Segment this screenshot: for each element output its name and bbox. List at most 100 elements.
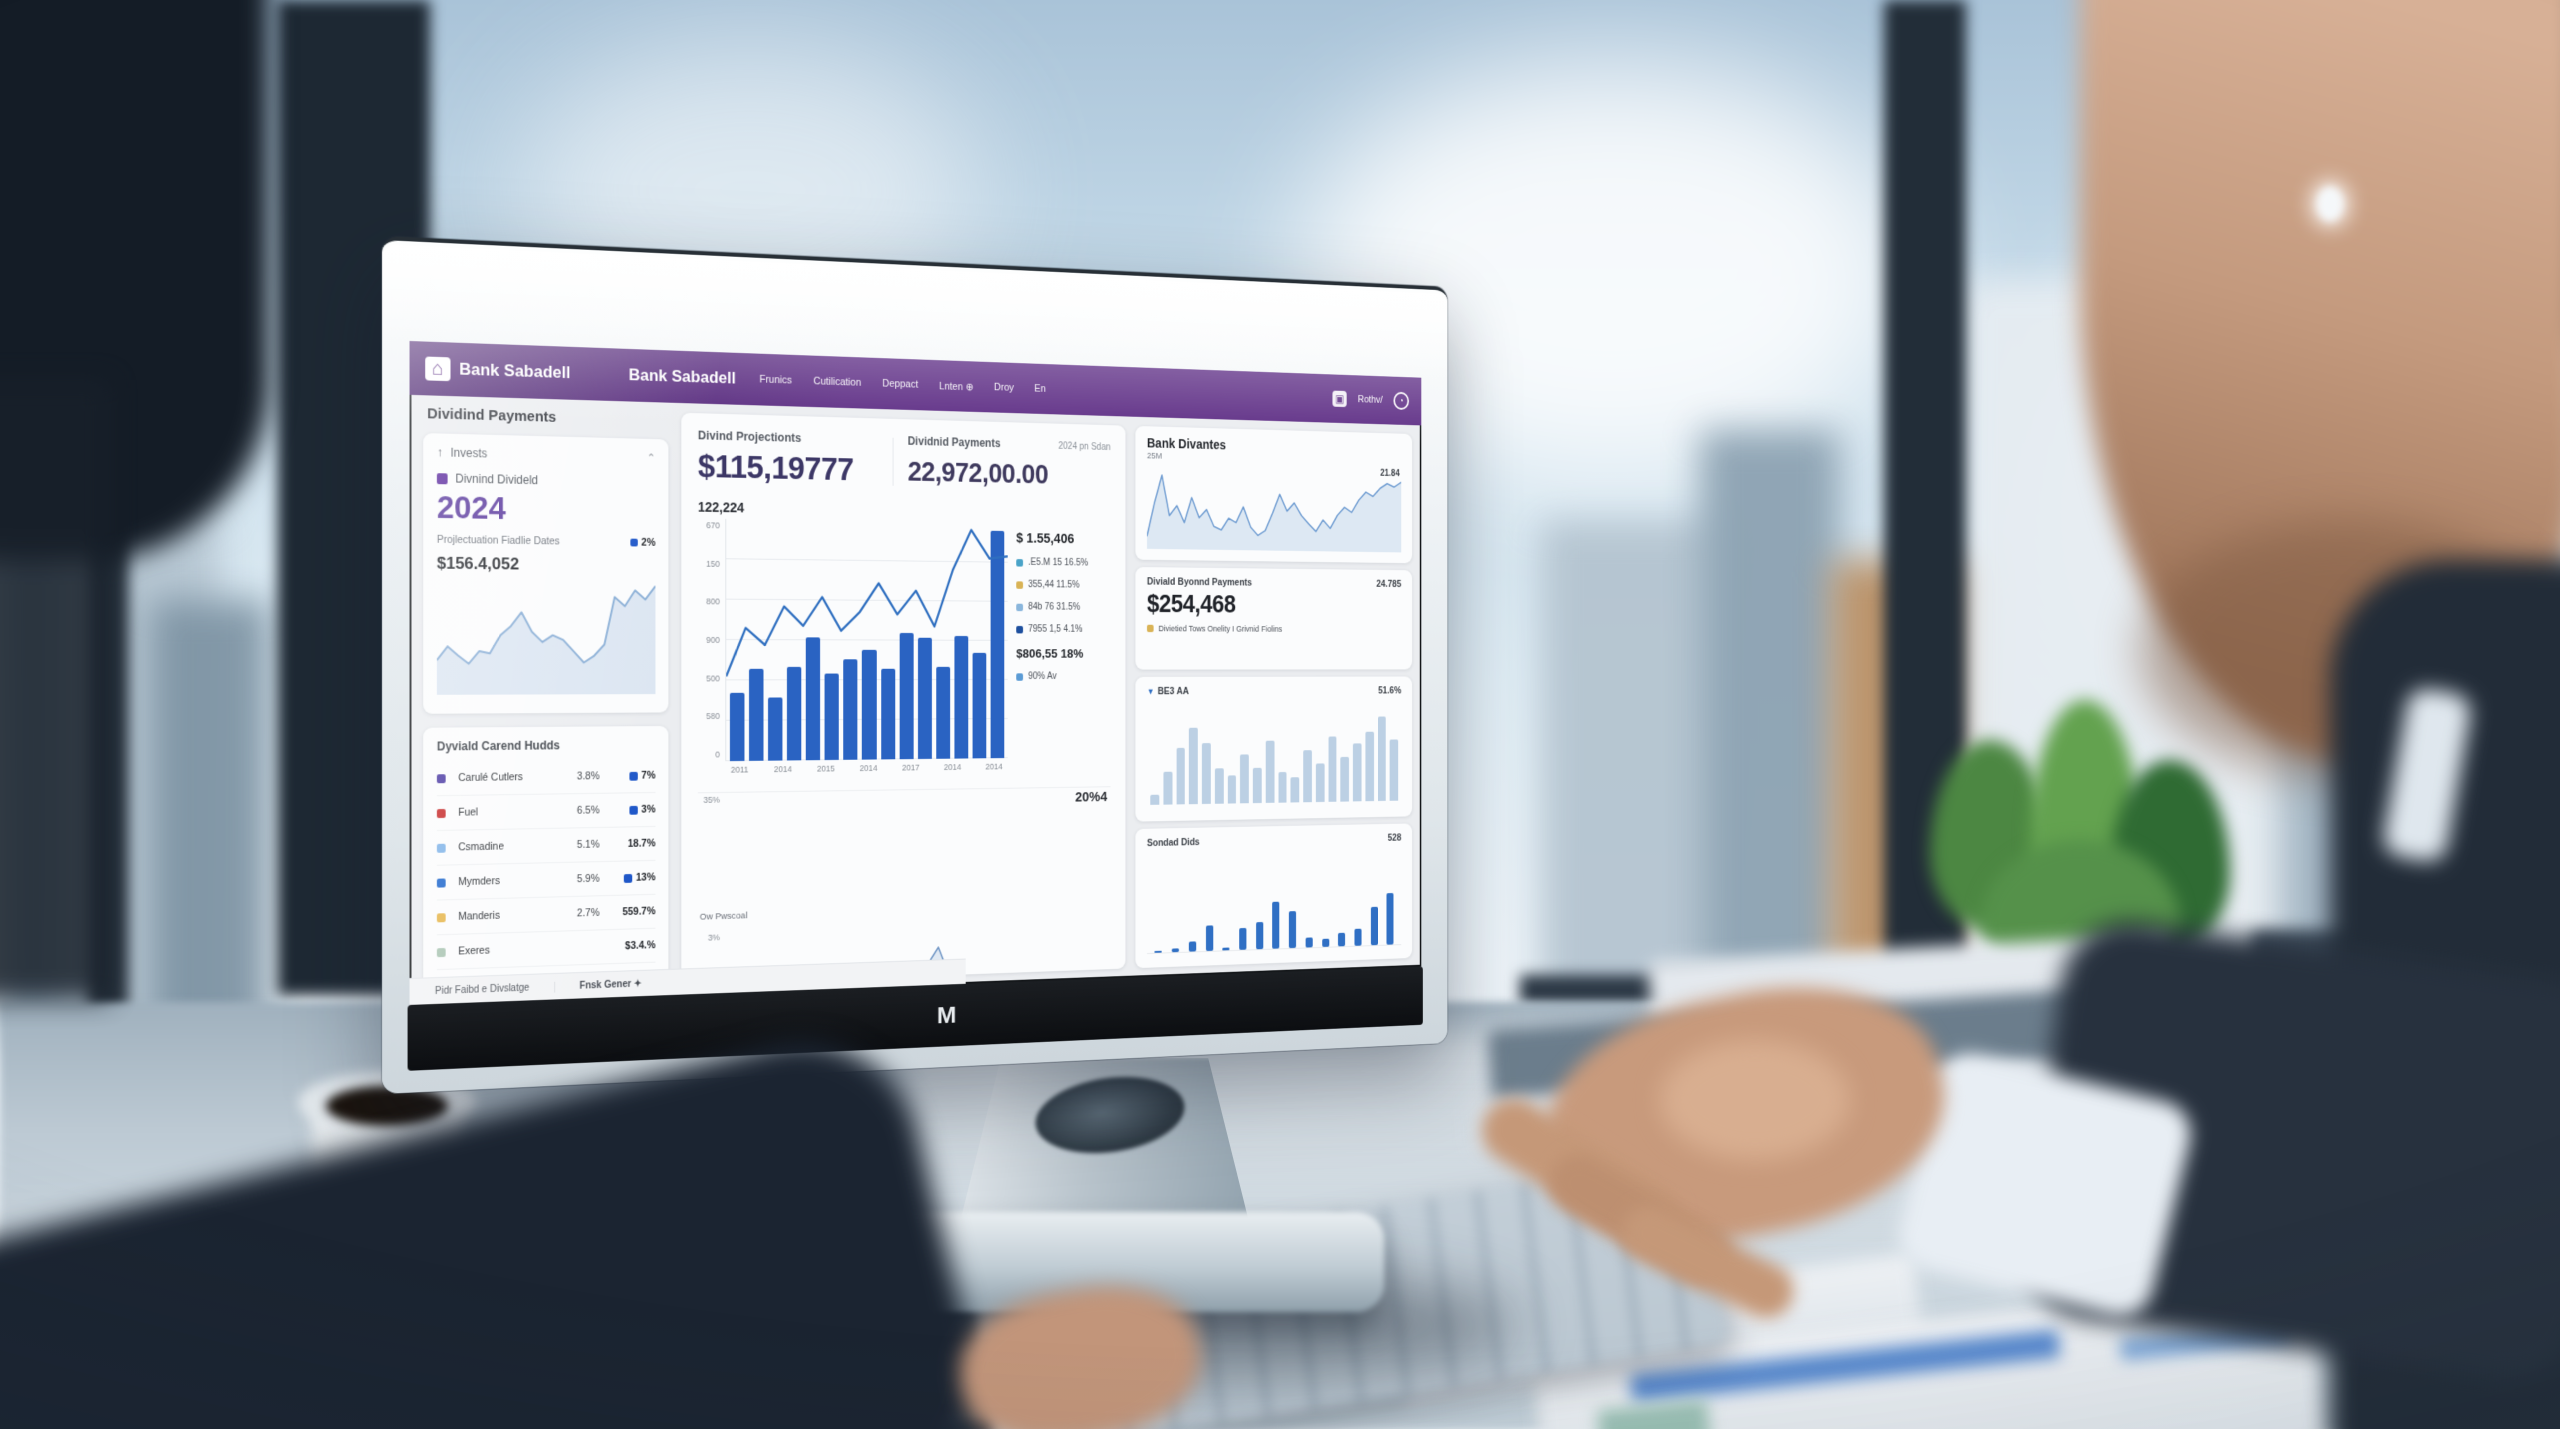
main-chart-row: 670 150 800 900 500 580 0 2011 2014 2015 2014 2017… (698, 518, 1111, 777)
year-value: 2024 (436, 489, 506, 526)
payments-label: Dividnid Payments (907, 434, 1001, 450)
user-label[interactable]: Rothv/ (1357, 394, 1383, 406)
bar (1278, 772, 1287, 803)
x-tick: 2014 (985, 761, 1003, 772)
sidebar-amount: $156.4,052 (436, 553, 520, 574)
payout-area-chart: 35%3%1%0 20%4 Ow Pwscoal (697, 786, 1111, 1005)
legend-label: Carulé Cutlers (458, 771, 523, 784)
legend-value: 5.9% (576, 872, 600, 886)
divantes-value: 21.84 (1380, 468, 1400, 479)
nav-item[interactable]: Frunics (759, 373, 792, 386)
brand-logo-text: Bank Sabadell (459, 359, 571, 383)
brand-logo[interactable]: ⌂ Bank Sabadell (425, 356, 570, 385)
monitor-frame: ⌂ Bank Sabadell Bank Sabadell Frunics Cut… (382, 236, 1448, 1094)
bar (1290, 777, 1300, 803)
sidebar-legend-card: Dyviald Carend Hudds Carulé Cutlers 3.8% 7… (423, 725, 669, 1005)
stats-text: .E5.M 15 16.5% (1028, 557, 1089, 569)
legend-badge-value: 559.7% (622, 905, 656, 919)
invests-label: Invests (450, 445, 488, 461)
rc2-note: Divietied Tows Onelity I Grivnid Fiolins (1146, 624, 1401, 634)
nav-item[interactable]: Lnten ⊕ (939, 380, 974, 393)
rc3-label[interactable]: ▼ BE3 AA (1147, 686, 1189, 697)
stats-row: 355,44 11.5% (1016, 580, 1110, 591)
main-chart-title: 122,224 (697, 499, 745, 516)
bar (1338, 932, 1346, 947)
bar (1352, 743, 1362, 802)
projection-row: Projlectuation Fiadlie Dates 2% (437, 534, 656, 549)
divantes-chart: 21.84 (1146, 465, 1402, 553)
nav-item[interactable]: Droy (994, 381, 1014, 394)
bar-series (1147, 848, 1401, 953)
nav-item[interactable]: Cutilication (813, 375, 862, 389)
rc2-value: 24.785 (1376, 578, 1402, 590)
rc3-label-text: BE3 AA (1157, 685, 1189, 697)
y-tick: 500 (706, 673, 720, 683)
divider (892, 437, 894, 486)
legend-row: Fuel 6.5% 3% (436, 792, 656, 831)
clock-icon[interactable]: ◔ (1393, 391, 1409, 410)
legend-row: Csmadine 5.1% 18.7% (436, 826, 656, 866)
stats-row: 84b 76 31.5% (1016, 602, 1110, 613)
bed-aa-card: ▼ BE3 AA 51.6% (1135, 676, 1413, 822)
bed-aa-chart (1147, 701, 1401, 805)
y-tick: 150 (706, 558, 720, 569)
sondad-chart (1146, 848, 1402, 955)
y-tick: 35% (703, 794, 720, 805)
left-person-body (0, 380, 110, 1000)
legend-value (558, 947, 600, 948)
earring (2316, 186, 2344, 222)
y-tick: 580 (706, 711, 720, 722)
rc4-value: 528 (1387, 832, 1402, 844)
bar (1154, 950, 1163, 953)
plot-area (725, 518, 1008, 762)
area-annotation: 20%4 (1075, 789, 1108, 806)
footer-tab[interactable]: Fnsk Gener ✦ (579, 978, 642, 992)
page-title: Dividind Payments (427, 405, 557, 426)
bar (1252, 767, 1262, 804)
invests-row[interactable]: ↑ Invests ⌃ (437, 445, 656, 464)
nav-item[interactable]: Deppact (882, 377, 919, 390)
dividend-payments-card: Diviald Byonnd Payments 24.785 $254,468 … (1135, 566, 1413, 670)
stats-column: $ 1.55,406 .E5.M 15 16.5% 355,44 11.5% 84b… (1016, 524, 1110, 773)
chevron-up-icon[interactable]: ⌃ (646, 451, 656, 464)
line-series (1146, 465, 1402, 553)
hand-highlight (1660, 1040, 1850, 1160)
line-series (726, 519, 1007, 761)
projections-label: Divind Projectionts (697, 428, 802, 445)
x-tick: 2014 (943, 762, 962, 772)
legend-badge-value: $3.4.% (625, 939, 656, 953)
legend-badge: 7% (605, 770, 655, 782)
nav-item[interactable]: En (1034, 382, 1046, 395)
legend-square-icon (436, 877, 446, 888)
header-actions: ▣ Rothv/ ◔ (1332, 390, 1409, 410)
legend-badge: 559.7% (605, 905, 655, 918)
kpi-row: Divind Projectionts $115,19777 Dividnid … (698, 429, 1111, 494)
x-tick: 2011 (730, 764, 749, 775)
bar (1354, 928, 1362, 946)
legend-badge-value: 3% (641, 803, 656, 816)
stats-text: 84b 76 31.5% (1028, 601, 1081, 613)
grid-icon[interactable]: ▣ (1332, 390, 1347, 408)
bar (1171, 948, 1180, 953)
stats-row: .E5.M 15 16.5% (1016, 557, 1110, 568)
legend-square-icon (1016, 558, 1024, 567)
bar (1176, 748, 1185, 805)
dividend-square-icon (436, 472, 448, 484)
legend-label: Fuel (458, 806, 479, 819)
x-tick: 2017 (902, 762, 920, 773)
projections-kpi: Divind Projectionts $115,19777 (698, 429, 879, 490)
legend-label: Csmadine (458, 840, 504, 854)
footer-tab[interactable]: Pidr Faibd e Divslatge (409, 981, 555, 998)
rc2-label: Diviald Byonnd Payments (1146, 576, 1253, 589)
legend-badge-value: 7% (641, 769, 656, 782)
y-axis: 670 150 800 900 500 580 0 (698, 518, 725, 761)
badge-square-icon (623, 873, 633, 883)
bar (1377, 716, 1386, 802)
projections-value: $115,19777 (697, 447, 854, 488)
stats-text: 355,44 11.5% (1028, 579, 1080, 591)
bar (1214, 768, 1224, 804)
y-tick: 3% (707, 932, 720, 943)
legend-title: Dyviald Carend Hudds (436, 738, 560, 754)
city-building (1700, 430, 1840, 1030)
